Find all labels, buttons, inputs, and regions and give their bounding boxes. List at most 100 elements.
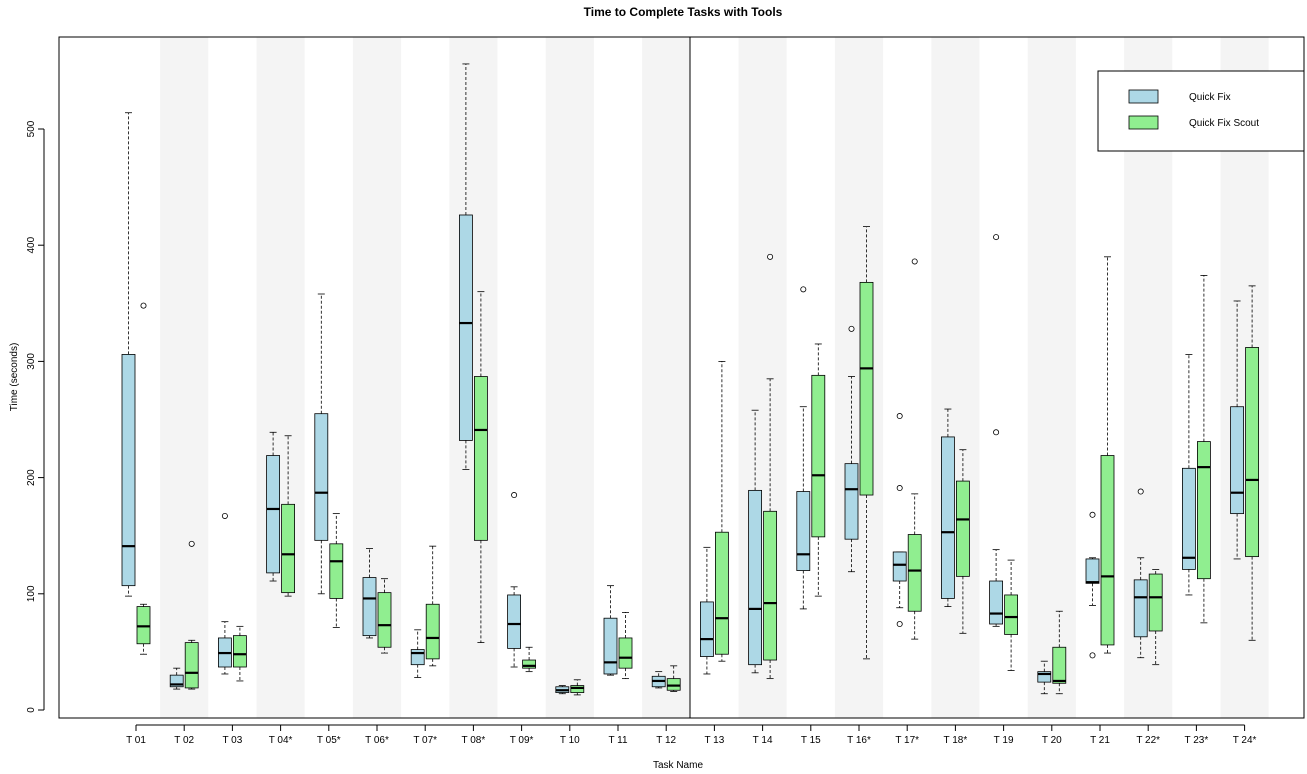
y-tick-label: 100 <box>26 585 37 602</box>
outlier-point <box>993 429 1000 436</box>
box-plot <box>1148 568 1163 666</box>
box-iqr <box>892 551 907 582</box>
box-iqr <box>989 580 1003 625</box>
y-axis: 0 100 200 300 400 500 <box>26 120 45 713</box>
box-iqr <box>136 606 151 645</box>
box-plot <box>136 302 151 655</box>
box-iqr <box>666 678 681 691</box>
plot-area-frame <box>58 36 1305 719</box>
category-band <box>160 37 209 718</box>
box-plot <box>425 545 440 667</box>
category-band <box>545 37 594 718</box>
box-plot <box>811 343 826 597</box>
x-tick-label: T 08* <box>462 735 486 746</box>
outlier-point <box>896 485 903 492</box>
x-tick-label: T 23* <box>1185 735 1209 746</box>
box-plot <box>1182 354 1196 596</box>
x-tick-label: T 21 <box>1090 735 1110 746</box>
box-iqr <box>281 503 296 594</box>
box-iqr <box>618 637 633 669</box>
box-iqr <box>458 214 473 441</box>
box-iqr <box>425 603 440 660</box>
box-plot <box>217 512 232 675</box>
box-plot <box>666 665 681 692</box>
box-plot <box>1197 275 1211 624</box>
box-plot <box>603 585 618 676</box>
box-iqr <box>941 436 955 599</box>
outlier-point <box>1137 488 1144 495</box>
box-iqr <box>748 489 762 666</box>
box-plot <box>907 258 922 640</box>
outlier-point <box>511 492 518 499</box>
box-plot <box>700 546 714 675</box>
y-axis-label: Time (seconds) <box>9 343 20 412</box>
box-iqr <box>121 354 136 587</box>
box-iqr <box>1230 406 1244 515</box>
box-iqr <box>811 374 826 538</box>
box-plot <box>1230 300 1244 560</box>
category-band <box>931 37 980 718</box>
category-band <box>256 37 305 718</box>
box-plot <box>651 671 666 689</box>
x-tick-label: T 06* <box>365 735 389 746</box>
outlier-point <box>221 512 228 519</box>
x-tick-label: T 14 <box>753 735 773 746</box>
box-plot <box>844 325 859 573</box>
x-axis: T 01 T 02 T 03 T 04* T 05* T 06* T 07* T 08* T 0… <box>126 724 1257 746</box>
box-plot <box>859 226 874 660</box>
x-tick-label: T 13 <box>704 735 724 746</box>
x-tick-label: T 11 <box>608 735 628 746</box>
outlier-point <box>896 413 903 420</box>
box-iqr <box>1148 573 1163 632</box>
box-iqr <box>1197 441 1211 580</box>
x-tick-label: T 07* <box>413 735 437 746</box>
legend-swatch-quick-fix-scout <box>1128 115 1159 130</box>
box-iqr <box>956 480 970 577</box>
outlier-point <box>140 302 147 309</box>
box-plot <box>169 667 184 690</box>
category-band <box>642 37 691 718</box>
box-iqr <box>362 577 377 637</box>
y-tick-label: 300 <box>26 353 37 370</box>
outlier-point <box>911 258 918 265</box>
box-iqr <box>603 617 618 675</box>
x-tick-label: T 18* <box>944 735 968 746</box>
box-iqr <box>700 601 714 657</box>
x-tick-label: T 15 <box>801 735 821 746</box>
category-band <box>352 37 402 718</box>
legend-frame <box>1097 70 1305 152</box>
box-plot <box>570 679 585 696</box>
box-plot <box>473 291 488 644</box>
box-plot <box>314 293 329 595</box>
box-iqr <box>907 534 922 612</box>
box-iqr <box>1182 467 1196 570</box>
box-plot <box>1100 256 1115 654</box>
box-plot <box>232 625 247 682</box>
outlier-point <box>896 621 903 628</box>
legend-label-quick-fix-scout: Quick Fix Scout <box>1189 118 1259 129</box>
y-tick-label: 200 <box>26 469 37 486</box>
box-iqr <box>184 642 199 689</box>
outlier-point <box>800 286 807 293</box>
box-iqr <box>1052 646 1067 684</box>
outlier-point <box>188 540 195 547</box>
box-plot <box>281 435 296 597</box>
box-iqr <box>1133 579 1148 638</box>
box-iqr <box>715 531 729 655</box>
legend: Quick Fix Quick Fix Scout <box>1097 70 1305 152</box>
x-tick-label: T 04* <box>269 735 293 746</box>
box-plot <box>618 611 633 680</box>
legend-label-quick-fix: Quick Fix <box>1189 92 1231 103</box>
x-tick-label: T 20 <box>1042 735 1062 746</box>
category-band <box>449 37 498 718</box>
box-iqr <box>844 463 859 540</box>
box-plot <box>1052 610 1067 695</box>
box-iqr <box>570 685 585 693</box>
box-plot <box>892 413 907 628</box>
x-tick-label: T 12 <box>656 735 676 746</box>
y-tick-label: 0 <box>26 707 37 713</box>
outlier-point <box>1089 511 1096 518</box>
box-iqr <box>522 659 536 669</box>
category-bands <box>160 37 1269 718</box>
